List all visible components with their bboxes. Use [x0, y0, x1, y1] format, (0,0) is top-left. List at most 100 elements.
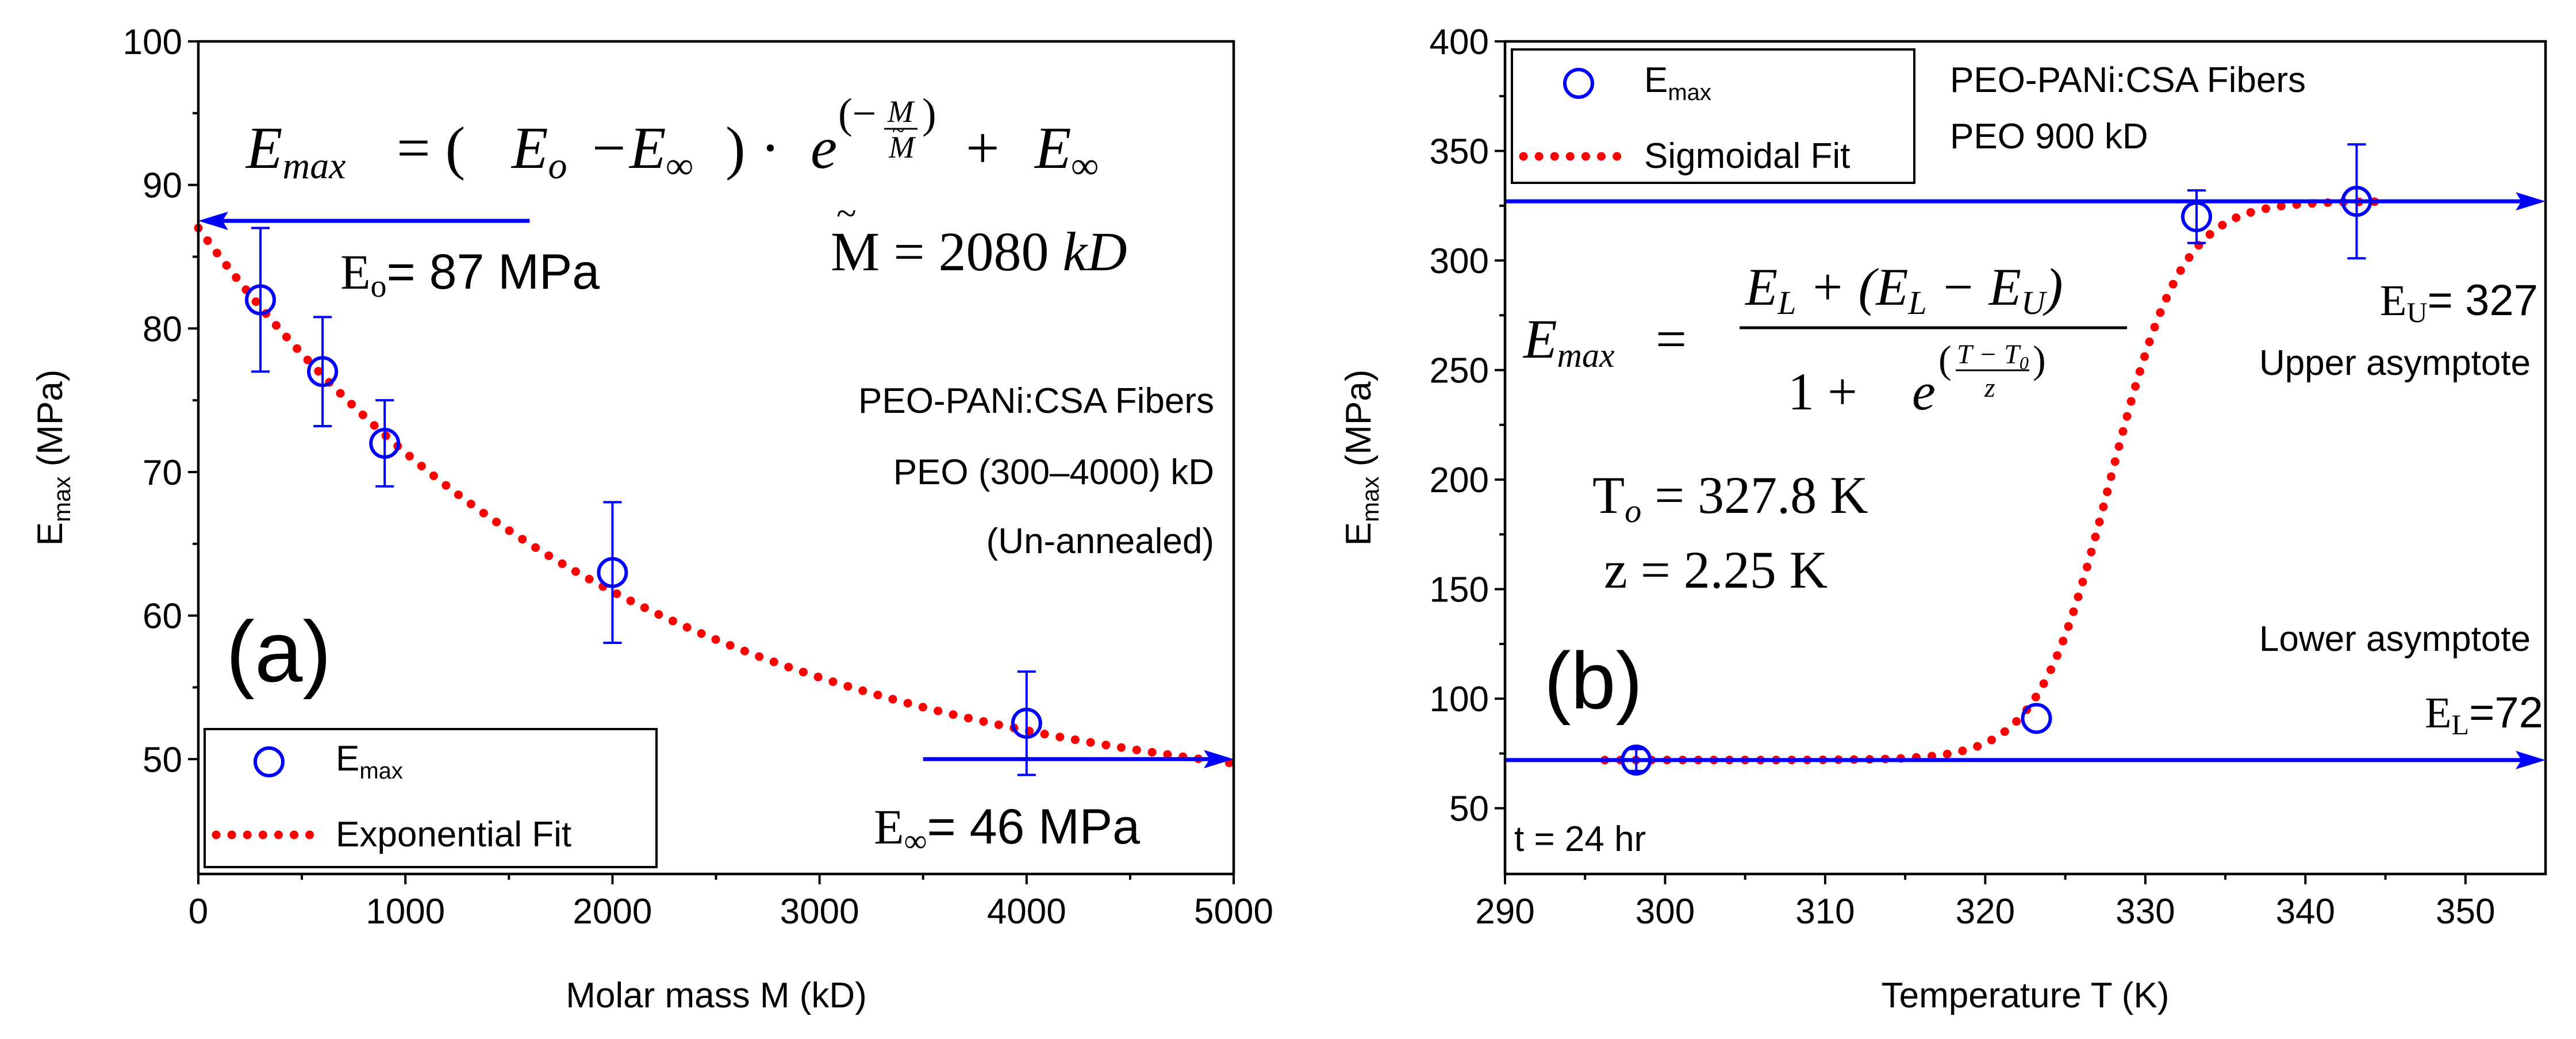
- arrow-head: [1204, 750, 1234, 769]
- panel-a-data-points: [245, 227, 1042, 776]
- panel-a-annotation-annealing: (Un-annealed): [986, 522, 1214, 561]
- eq-a-e0: Eo: [510, 115, 567, 187]
- panel-b-legend: Emax Sigmoidal Fit: [1511, 48, 1915, 184]
- x-tick-label: 0: [189, 892, 208, 931]
- arrow-head: [2516, 750, 2546, 769]
- y-tick-label: 100: [1430, 680, 1489, 719]
- legend-a-fit-label: Exponential Fit: [336, 815, 571, 854]
- x-tick-label: 320: [1956, 892, 2015, 931]
- panel-a-equation: Emax = ( Eo − E∞ ) · e (− M M ~ ) + E∞: [245, 90, 1099, 187]
- panel-b-equation: Emax = EL + (EL − EU) 1 + e ( T − T0 z ): [1522, 258, 2127, 421]
- eq-a-dot: ) ·: [725, 115, 780, 181]
- time-annotation: t = 24 hr: [1514, 819, 1646, 859]
- data-point: [245, 284, 277, 316]
- panel-a-arrows: [198, 212, 1234, 769]
- x-tick-label: 290: [1475, 892, 1534, 931]
- x-tick-label: 4000: [987, 892, 1066, 931]
- eq-b-den-exp-open: (: [1938, 338, 1952, 381]
- arrow-head: [198, 212, 228, 231]
- y-tick-label: 400: [1430, 22, 1489, 62]
- data-point: [597, 557, 628, 588]
- el-label: EL=72: [2425, 688, 2543, 741]
- y-tick-label: 60: [143, 597, 182, 637]
- panel-a-label: (a): [226, 603, 331, 700]
- panel-b-annotation-title: PEO-PANi:CSA Fibers: [1950, 60, 2306, 100]
- eq-b-den: 1 +: [1788, 362, 1857, 421]
- x-tick-label: 300: [1636, 892, 1695, 931]
- panel-b-xlabel: Temperature T (K): [1882, 976, 2170, 1015]
- eq-a-exp-num: M: [887, 94, 915, 129]
- y-tick-label: 70: [143, 453, 182, 493]
- x-tick-label: 5000: [1194, 892, 1273, 931]
- einf-label: E∞= 46 MPa: [874, 799, 1140, 859]
- data-point: [2021, 703, 2052, 734]
- y-tick-label: 250: [1430, 351, 1489, 391]
- eq-a-tail: E∞: [1034, 115, 1099, 187]
- y-tick-label: 50: [143, 740, 182, 780]
- eq-a-einf: E∞: [628, 115, 693, 187]
- data-point: [307, 356, 339, 388]
- panel-a-ticks: 0 1000 2000 3000 4000 5000 50 60 70 80 90 100: [123, 22, 1273, 931]
- eq-a-plus: +: [966, 115, 1000, 181]
- data-point: [369, 428, 401, 459]
- x-tick-label: 340: [2276, 892, 2335, 931]
- legend-b-emax-marker: [1563, 68, 1594, 99]
- y-tick-label: 350: [1430, 132, 1489, 172]
- panel-b-annotation-peo: PEO 900 kD: [1950, 117, 2148, 156]
- x-tick-label: 2000: [573, 892, 652, 931]
- eu-label: EU= 327: [2380, 276, 2538, 328]
- legend-b-emax-label: Emax: [1644, 60, 1711, 105]
- eq-a-base: e: [811, 115, 837, 181]
- exponential-fit-line: [194, 224, 1238, 768]
- mtilde-value: M = 2080 kD: [831, 221, 1127, 282]
- panel-b-frame: [1503, 40, 2547, 876]
- eq-b-lhs: Emax: [1522, 308, 1615, 374]
- data-point: [1011, 707, 1042, 739]
- y-tick-label: 300: [1430, 241, 1489, 281]
- eq-b-den-base: e: [1912, 362, 1936, 421]
- eq-b-den-exp-num: T − T0: [1957, 339, 2029, 373]
- panel-a-ylabel: Emax (MPa): [30, 370, 75, 546]
- eq-b-den-exp-close: ): [2033, 338, 2046, 381]
- y-tick-label: 100: [123, 22, 182, 62]
- y-tick-label: 90: [143, 166, 182, 206]
- panel-a: 0 1000 2000 3000 4000 5000 50 60 70 80 90 100 Emax …: [30, 22, 1273, 1015]
- eq-a-exp-den: M: [888, 130, 916, 164]
- eq-a-exp-close: ): [922, 90, 936, 137]
- eq-a-equals: = (: [397, 115, 465, 181]
- panel-a-frame: [197, 40, 1235, 876]
- data-point: [2341, 186, 2372, 217]
- legend-b-fit-label: Sigmoidal Fit: [1644, 136, 1850, 176]
- eq-b-num: EL + (EL − EU): [1744, 258, 2063, 321]
- eq-b-equals: =: [1656, 308, 1687, 370]
- e0-label: Eo= 87 MPa: [340, 244, 600, 304]
- t0-value: To = 327.8 K: [1592, 466, 1868, 530]
- y-tick-label: 50: [1449, 789, 1489, 829]
- eq-a-exp-den-tilde: ~: [892, 117, 905, 143]
- x-tick-label: 310: [1795, 892, 1855, 931]
- panel-b-label: (b): [1544, 635, 1642, 726]
- lower-asymptote-label: Lower asymptote: [2259, 619, 2531, 659]
- panel-b: 290 300 310 320 330 340 350 50 100 150 200 250 300 35…: [1339, 22, 2547, 1015]
- panel-b-data-points: [1621, 143, 2372, 776]
- sigmoidal-fit-line: [1600, 197, 2390, 765]
- panel-b-ticks: 290 300 310 320 330 340 350 50 100 150 200 250 300 35…: [1430, 22, 2496, 931]
- eq-a-exp-open: (−: [838, 90, 876, 137]
- data-point: [2180, 201, 2212, 232]
- panel-b-arrows: [1505, 192, 2546, 769]
- panel-b-legend-box: [1511, 48, 1915, 184]
- y-tick-label: 80: [143, 309, 182, 349]
- legend-a-emax-marker: [254, 746, 285, 777]
- x-tick-label: 330: [2116, 892, 2175, 931]
- x-tick-label: 1000: [366, 892, 445, 931]
- eq-a-lhs: Emax: [245, 115, 346, 187]
- panel-a-legend: Emax Exponential Fit: [204, 728, 658, 868]
- y-tick-label: 150: [1430, 570, 1489, 610]
- arrow-head: [2516, 192, 2546, 211]
- mtilde-mark: ~: [836, 193, 857, 233]
- y-tick-label: 200: [1430, 461, 1489, 500]
- panel-a-xlabel: Molar mass M (kD): [566, 976, 867, 1015]
- panel-b-ylabel: Emax (MPa): [1339, 370, 1384, 546]
- panel-a-annotation-title: PEO-PANi:CSA Fibers: [858, 381, 1214, 421]
